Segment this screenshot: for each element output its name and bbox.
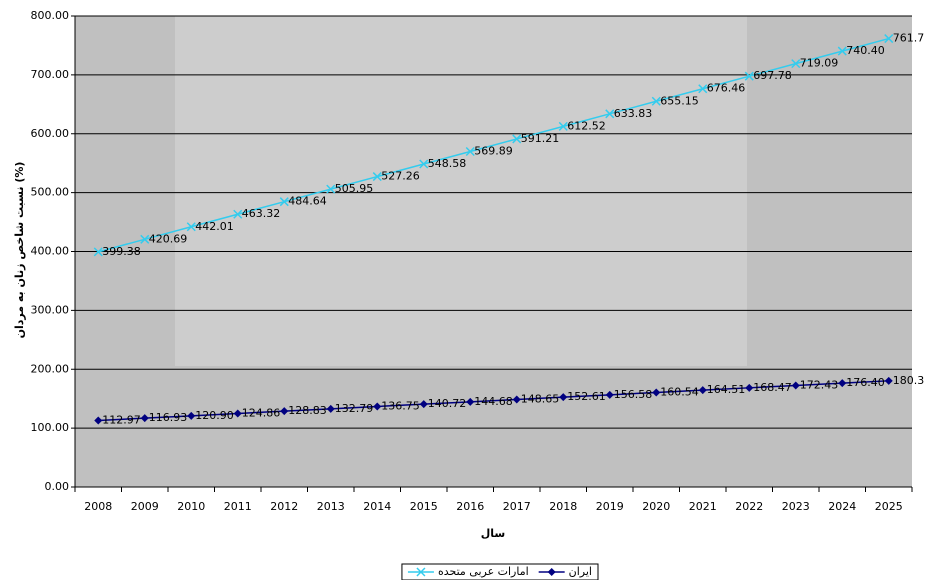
data-label: 591.21 xyxy=(521,132,560,145)
y-tick-label: 400.00 xyxy=(31,245,70,258)
x-tick-label: 2023 xyxy=(782,500,810,513)
data-label: 120.90 xyxy=(195,409,234,422)
x-tick-label: 2021 xyxy=(689,500,717,513)
x-tick-label: 2020 xyxy=(642,500,670,513)
y-tick-label: 300.00 xyxy=(31,303,70,316)
x-tick-label: 2019 xyxy=(596,500,624,513)
data-label: 132.79 xyxy=(335,402,374,415)
watermark xyxy=(175,16,747,366)
data-label: 484.64 xyxy=(288,195,327,208)
x-tick-label: 2010 xyxy=(177,500,205,513)
data-label: 719.09 xyxy=(800,57,839,70)
data-label: 112.97 xyxy=(102,413,141,426)
data-label: 156.58 xyxy=(614,388,653,401)
y-tick-label: 500.00 xyxy=(31,186,70,199)
data-label: 548.58 xyxy=(428,157,467,170)
data-label: 164.51 xyxy=(707,383,746,396)
data-label: 633.83 xyxy=(614,107,653,120)
y-tick-label: 700.00 xyxy=(31,68,70,81)
x-tick-label: 2017 xyxy=(503,500,531,513)
data-label: 697.78 xyxy=(753,69,792,82)
y-tick-label: 800.00 xyxy=(31,9,70,22)
data-label: 124.86 xyxy=(242,406,281,419)
data-label: 172.43 xyxy=(800,378,839,391)
data-label: 136.75 xyxy=(381,399,420,412)
legend: ایران امارات عربی متحده xyxy=(402,564,598,580)
data-label: 128.83 xyxy=(288,404,327,417)
y-tick-label: 0.00 xyxy=(45,480,70,493)
y-tick-label: 600.00 xyxy=(31,127,70,140)
x-tick-label: 2025 xyxy=(875,500,903,513)
legend-label: ایران xyxy=(569,565,592,578)
data-label: 463.32 xyxy=(242,207,281,220)
chart: سال نسبت شاخص زنان به مردان (%) ایران اما… xyxy=(0,0,925,580)
data-label: 420.69 xyxy=(149,232,188,245)
legend-label: امارات عربی متحده xyxy=(438,565,529,578)
y-tick-label: 200.00 xyxy=(31,362,70,375)
data-label: 761.72 xyxy=(893,32,925,45)
data-label: 116.93 xyxy=(149,411,188,424)
data-label: 168.47 xyxy=(753,381,792,394)
x-tick-label: 2015 xyxy=(410,500,438,513)
x-tick-label: 2022 xyxy=(735,500,763,513)
data-label: 505.95 xyxy=(335,182,374,195)
x-tick-label: 2014 xyxy=(363,500,391,513)
data-label: 442.01 xyxy=(195,220,234,233)
data-label: 176.40 xyxy=(846,376,885,389)
data-label: 140.72 xyxy=(428,397,467,410)
data-label: 612.52 xyxy=(567,119,606,132)
data-label: 655.15 xyxy=(660,94,699,107)
data-label: 148.65 xyxy=(521,392,560,405)
x-axis-title: سال xyxy=(481,527,506,540)
x-tick-label: 2009 xyxy=(131,500,159,513)
data-label: 160.54 xyxy=(660,385,699,398)
x-tick-label: 2012 xyxy=(270,500,298,513)
x-tick-label: 2008 xyxy=(84,500,112,513)
data-label: 740.40 xyxy=(846,44,885,57)
data-label: 569.89 xyxy=(474,144,513,157)
x-tick-label: 2024 xyxy=(828,500,856,513)
x-tick-label: 2011 xyxy=(224,500,252,513)
x-tick-label: 2013 xyxy=(317,500,345,513)
data-label: 144.68 xyxy=(474,395,513,408)
data-label: 399.38 xyxy=(102,245,141,258)
data-label: 676.46 xyxy=(707,82,746,95)
y-tick-label: 100.00 xyxy=(31,421,70,434)
x-tick-label: 2018 xyxy=(549,500,577,513)
data-label: 527.26 xyxy=(381,170,420,183)
data-label: 180.36 xyxy=(893,374,925,387)
data-label: 152.61 xyxy=(567,390,606,403)
y-axis-title: نسبت شاخص زنان به مردان (%) xyxy=(13,162,26,339)
x-tick-label: 2016 xyxy=(456,500,484,513)
